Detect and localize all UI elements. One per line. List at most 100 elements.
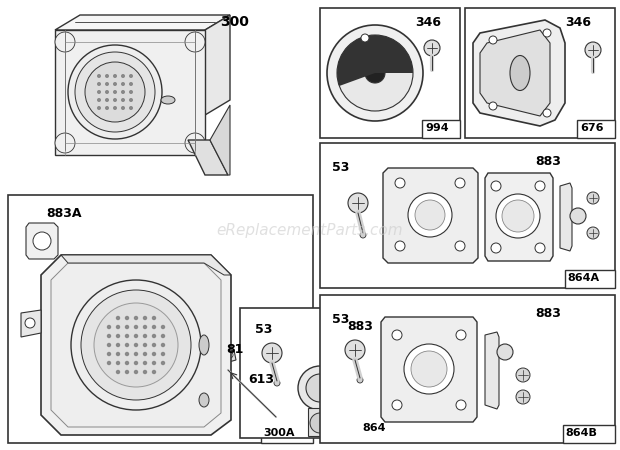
Circle shape	[105, 90, 109, 94]
Text: 53: 53	[255, 323, 272, 336]
Circle shape	[105, 98, 109, 102]
Circle shape	[143, 361, 147, 365]
Polygon shape	[383, 168, 478, 263]
Circle shape	[97, 106, 101, 110]
Circle shape	[134, 343, 138, 347]
Ellipse shape	[161, 96, 175, 104]
Circle shape	[570, 208, 586, 224]
Ellipse shape	[510, 55, 530, 90]
Circle shape	[75, 52, 155, 132]
Polygon shape	[485, 332, 499, 409]
Circle shape	[125, 361, 129, 365]
Text: 300: 300	[220, 15, 249, 29]
Circle shape	[97, 98, 101, 102]
Circle shape	[152, 325, 156, 329]
Circle shape	[143, 352, 147, 356]
Circle shape	[125, 316, 129, 320]
Circle shape	[68, 45, 162, 139]
Circle shape	[345, 340, 365, 360]
Circle shape	[272, 415, 280, 423]
Text: eReplacementParts.com: eReplacementParts.com	[216, 222, 404, 238]
Text: 994: 994	[425, 123, 449, 133]
Circle shape	[97, 82, 101, 86]
Circle shape	[516, 390, 530, 404]
Circle shape	[404, 344, 454, 394]
Circle shape	[113, 90, 117, 94]
Polygon shape	[205, 15, 230, 115]
Text: 81: 81	[226, 343, 244, 356]
Polygon shape	[51, 263, 221, 427]
Circle shape	[360, 232, 366, 238]
Circle shape	[134, 325, 138, 329]
Circle shape	[161, 361, 165, 365]
Circle shape	[129, 98, 133, 102]
Circle shape	[262, 343, 282, 363]
Polygon shape	[473, 20, 565, 126]
Circle shape	[107, 325, 111, 329]
Circle shape	[134, 352, 138, 356]
Circle shape	[107, 343, 111, 347]
Text: 676: 676	[580, 123, 603, 133]
Circle shape	[395, 241, 405, 251]
Bar	[8, 195, 313, 443]
Circle shape	[535, 181, 545, 191]
Circle shape	[107, 361, 111, 365]
Circle shape	[161, 343, 165, 347]
Circle shape	[227, 352, 233, 358]
Circle shape	[134, 334, 138, 338]
Circle shape	[105, 106, 109, 110]
Text: 864B: 864B	[565, 428, 597, 438]
Circle shape	[129, 74, 133, 78]
Circle shape	[392, 330, 402, 340]
Circle shape	[587, 227, 599, 239]
Bar	[360, 420, 402, 438]
Circle shape	[310, 413, 330, 433]
Circle shape	[338, 352, 382, 396]
Circle shape	[415, 200, 445, 230]
Ellipse shape	[199, 335, 209, 355]
Circle shape	[97, 90, 101, 94]
Bar	[308, 408, 332, 436]
Circle shape	[134, 361, 138, 365]
Circle shape	[143, 334, 147, 338]
Polygon shape	[61, 255, 231, 275]
Circle shape	[113, 74, 117, 78]
Circle shape	[496, 194, 540, 238]
Circle shape	[105, 82, 109, 86]
Circle shape	[333, 400, 343, 410]
Circle shape	[25, 318, 35, 328]
Circle shape	[337, 35, 413, 111]
Text: 864A: 864A	[567, 273, 599, 283]
Circle shape	[361, 34, 369, 42]
Circle shape	[348, 193, 368, 213]
Circle shape	[116, 352, 120, 356]
Circle shape	[491, 243, 501, 253]
Circle shape	[516, 368, 530, 382]
Circle shape	[116, 316, 120, 320]
Circle shape	[152, 352, 156, 356]
Circle shape	[298, 366, 342, 410]
Circle shape	[97, 74, 101, 78]
Text: 346: 346	[565, 16, 591, 29]
Circle shape	[152, 334, 156, 338]
Circle shape	[392, 400, 402, 410]
Circle shape	[274, 380, 280, 386]
Circle shape	[306, 374, 334, 402]
Circle shape	[129, 90, 133, 94]
Circle shape	[543, 109, 551, 117]
Bar	[565, 270, 615, 288]
Circle shape	[116, 334, 120, 338]
Polygon shape	[216, 350, 236, 365]
Circle shape	[116, 361, 120, 365]
Circle shape	[143, 370, 147, 374]
Circle shape	[129, 106, 133, 110]
Polygon shape	[55, 30, 205, 155]
Circle shape	[395, 178, 405, 188]
Polygon shape	[485, 173, 553, 261]
Text: 53: 53	[332, 313, 350, 326]
Text: 346: 346	[415, 16, 441, 29]
Ellipse shape	[199, 393, 209, 407]
Circle shape	[502, 200, 534, 232]
Circle shape	[185, 32, 205, 52]
Circle shape	[455, 241, 465, 251]
